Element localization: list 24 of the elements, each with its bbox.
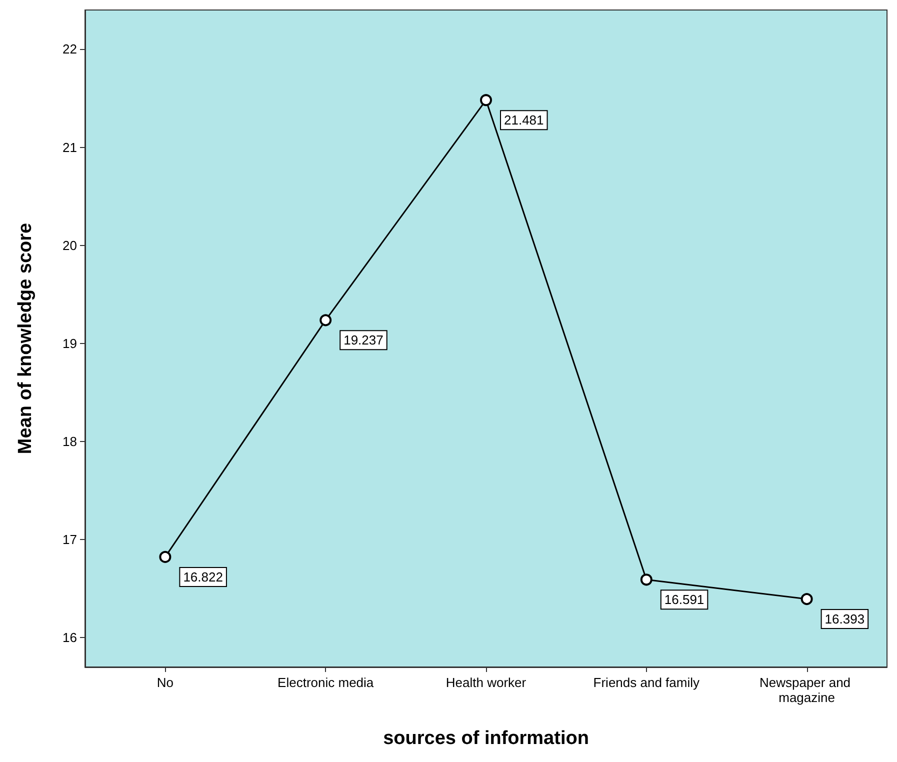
- point: [640, 574, 652, 586]
- data-label: 16.393: [824, 612, 865, 627]
- x-tick-label: No: [156, 675, 174, 690]
- x-tick-label: Electronic media: [278, 675, 374, 690]
- point: [159, 550, 172, 563]
- point: [800, 593, 813, 606]
- y-tick-label: 20: [62, 238, 77, 253]
- point: [320, 314, 332, 326]
- y-tick-label: 19: [62, 336, 77, 351]
- data-label: 21.481: [504, 112, 544, 128]
- y-tick-label: 22: [62, 42, 77, 57]
- x-tick-label: Friends and family: [593, 675, 700, 690]
- data-label: 16.591: [664, 592, 704, 608]
- point: [480, 94, 492, 106]
- y-axis-title: Mean of knowledge score: [15, 222, 36, 454]
- x-tick-label: Newspaper and magazine: [759, 675, 854, 705]
- y-tick-label: 21: [62, 140, 77, 155]
- x-tick-label: Health worker: [446, 675, 527, 690]
- y-tick-label: 17: [62, 532, 77, 548]
- x-axis-title: sources of information: [383, 728, 589, 749]
- data-label: 19.237: [344, 332, 384, 348]
- data-label: 16.822: [183, 569, 223, 584]
- y-tick-label: 16: [62, 630, 77, 646]
- y-tick-label: 18: [62, 434, 77, 449]
